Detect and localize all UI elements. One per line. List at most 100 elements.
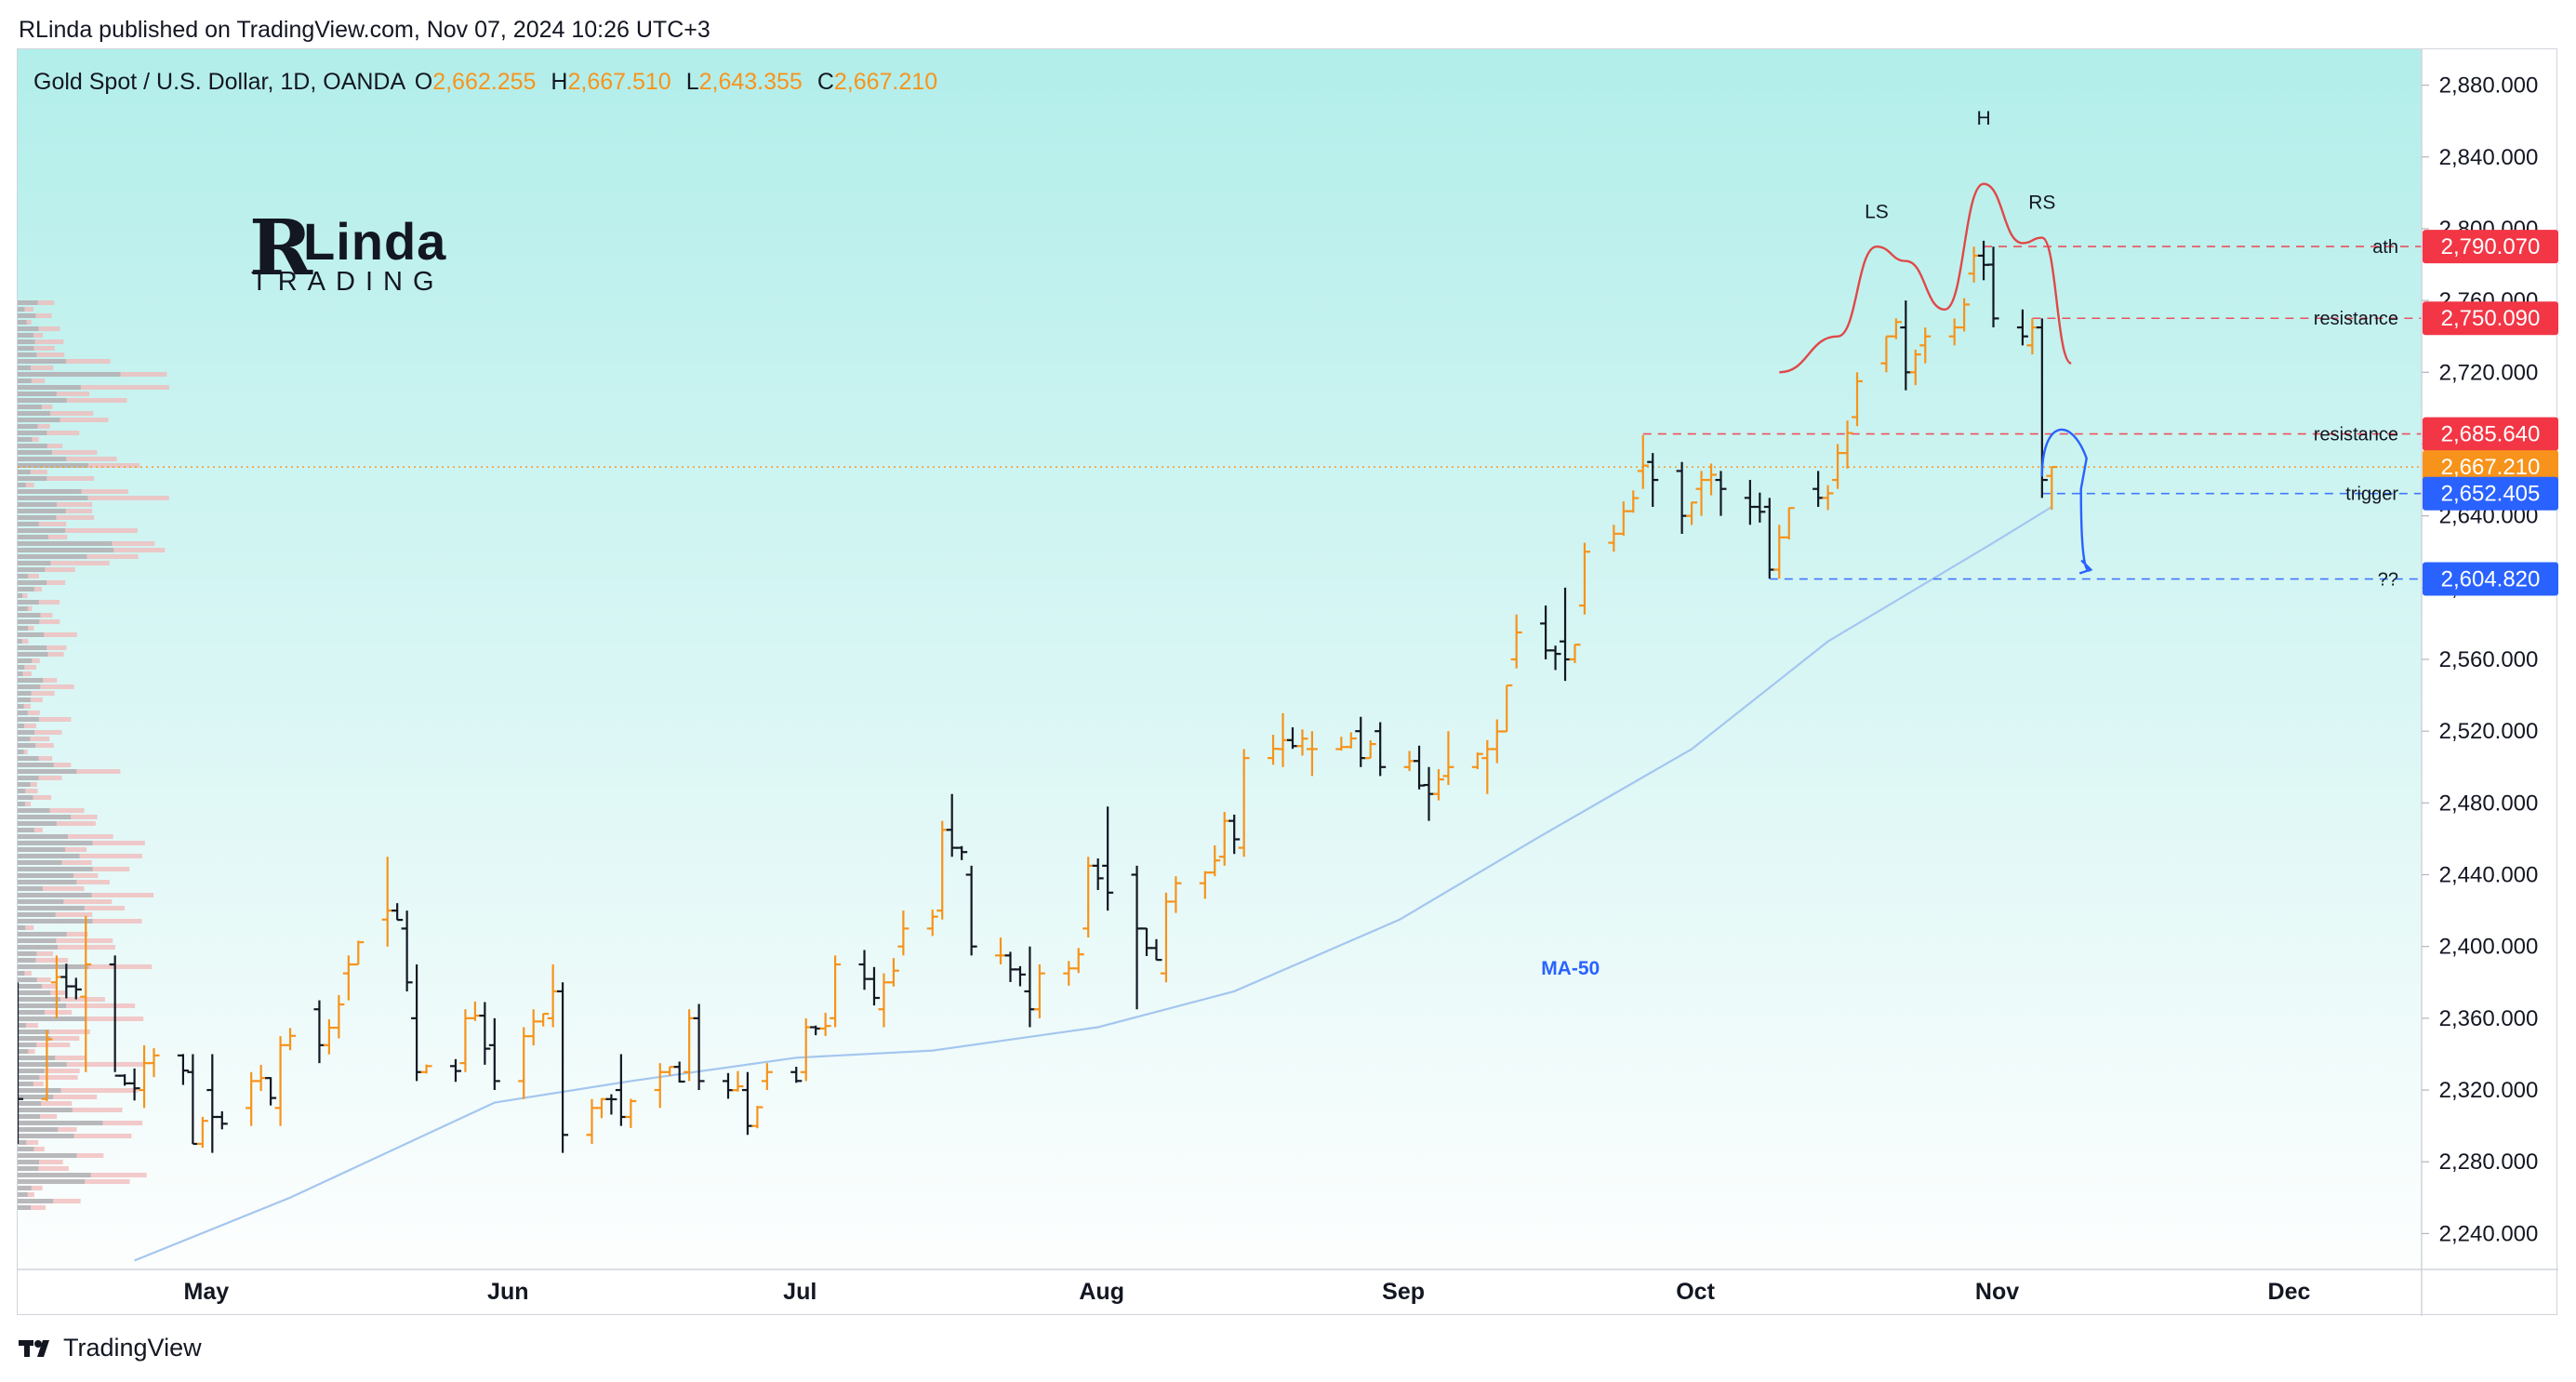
volume-bar (18, 450, 98, 455)
volume-bar (18, 743, 36, 748)
level-price-tag (2423, 301, 2558, 336)
volume-bar (18, 990, 51, 995)
volume-bar (18, 711, 40, 715)
volume-bar (18, 821, 57, 826)
volume-bar (18, 1069, 80, 1073)
volume-bar (18, 326, 60, 331)
price-tick-label: 2,280.000 (2439, 1149, 2539, 1175)
logo-bottom-text: TRADING (251, 267, 445, 297)
level-price-value: 2,667.210 (2441, 455, 2541, 480)
volume-bar (18, 470, 31, 474)
volume-bar (18, 1017, 87, 1021)
volume-bar (18, 997, 60, 1002)
volume-bar (18, 411, 94, 416)
volume-bar (18, 385, 81, 390)
volume-bar (18, 938, 113, 943)
volume-bar (18, 750, 24, 754)
level-price-tag (2423, 562, 2558, 596)
volume-bar (18, 756, 39, 761)
volume-bar (18, 619, 40, 624)
time-tick-label: Jun (487, 1279, 528, 1305)
volume-bar (18, 574, 39, 578)
head-shoulders-curve (1779, 182, 2072, 374)
volume-bar (18, 1140, 39, 1145)
low-value: 2,643.355 (698, 69, 803, 95)
volume-bar (18, 606, 28, 611)
volume-bar (18, 834, 68, 839)
volume-bar (18, 326, 39, 331)
volume-bar (18, 971, 25, 976)
volume-bar (18, 886, 43, 891)
volume-bar (18, 971, 32, 976)
publisher-info: RLinda published on TradingView.com, Nov… (19, 17, 710, 43)
time-tick-label: Nov (1975, 1279, 2019, 1305)
volume-bar (18, 1003, 67, 1008)
volume-bar (18, 561, 51, 565)
volume-bar (18, 1082, 33, 1086)
symbol-legend: Gold Spot / U.S. Dollar, 1D, OANDA O2,66… (33, 69, 952, 96)
volume-bar (18, 1108, 73, 1112)
price-tick-label: 2,840.000 (2439, 145, 2539, 170)
price-tick-label: 2,520.000 (2439, 719, 2539, 744)
level-text: ?? (2378, 570, 2398, 591)
volume-bar (18, 483, 26, 487)
volume-bar (18, 938, 57, 943)
time-tick-label: Aug (1079, 1279, 1124, 1305)
high-value: 2,667.510 (567, 69, 671, 95)
volume-bar (18, 1088, 61, 1093)
pattern-label: H (1976, 108, 1990, 129)
volume-bar (18, 860, 62, 865)
volume-bar (18, 893, 92, 897)
volume-bar (18, 737, 50, 741)
volume-bar (18, 392, 57, 396)
level-text: resistance (2314, 309, 2398, 329)
volume-bar (18, 925, 26, 930)
volume-bar (18, 359, 66, 364)
volume-bar (18, 652, 48, 657)
volume-bar (18, 945, 58, 950)
volume-bar (18, 730, 62, 735)
pattern-label: RS (2028, 193, 2055, 214)
volume-bar (18, 1199, 54, 1203)
symbol-name: Gold Spot / U.S. Dollar, 1D, OANDA (33, 69, 405, 95)
price-tick-label: 2,720.000 (2439, 360, 2539, 385)
volume-bar (18, 1075, 40, 1080)
volume-bar (18, 1205, 46, 1210)
volume-bar (18, 828, 34, 832)
volume-bar (18, 515, 57, 520)
volume-bar (18, 782, 31, 787)
volume-bar (18, 593, 28, 598)
volume-bar (18, 496, 88, 500)
volume-bar (18, 613, 41, 618)
volume-bar (18, 704, 31, 709)
volume-bar (18, 574, 29, 578)
volume-bar (18, 554, 87, 559)
volume-bar (18, 320, 27, 325)
volume-bar (18, 1010, 73, 1015)
volume-bar (18, 600, 39, 605)
volume-bar (18, 886, 85, 891)
time-tick-label: Sep (1382, 1279, 1425, 1305)
logo-top-text: Linda (303, 212, 447, 271)
volume-bar (18, 379, 32, 383)
volume-bar (18, 821, 96, 826)
tradingview-footer[interactable]: TradingView (19, 1334, 202, 1362)
volume-bar (18, 457, 67, 461)
volume-bar (18, 1010, 45, 1015)
volume-bar (18, 763, 54, 767)
volume-bar (18, 476, 95, 481)
volume-bar (18, 932, 67, 937)
time-tick-label: Dec (2268, 1279, 2311, 1305)
price-tick-label: 2,240.000 (2439, 1221, 2539, 1246)
volume-bar (18, 711, 28, 715)
volume-bar (18, 1043, 71, 1047)
volume-bar (18, 307, 25, 312)
price-chart[interactable]: MA-50 ath resistance resistance trigger?? L… (18, 49, 2558, 1316)
volume-bar (18, 1101, 42, 1106)
volume-bar (18, 489, 82, 494)
high-key: H (551, 69, 568, 95)
volume-bar (18, 789, 38, 793)
level-text: resistance (2314, 425, 2398, 445)
volume-bar (18, 724, 24, 728)
volume-bar (18, 678, 44, 683)
